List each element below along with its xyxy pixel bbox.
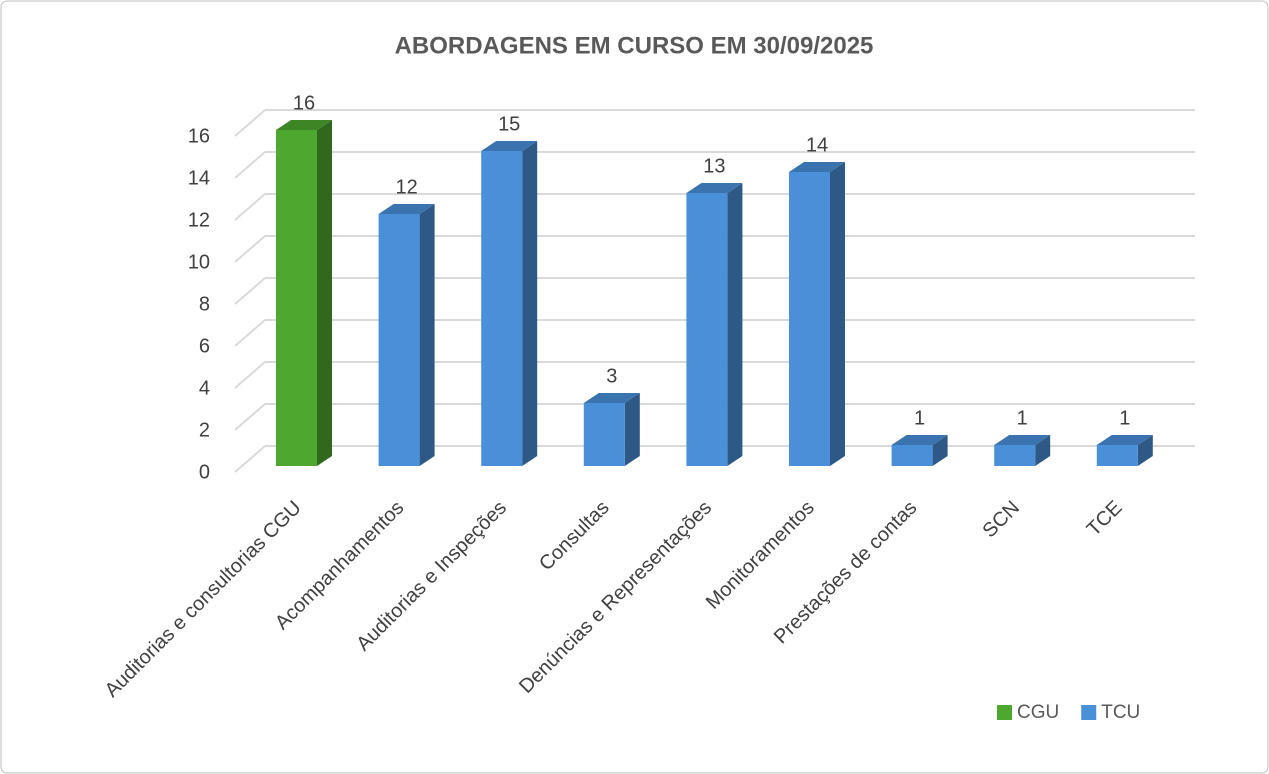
bar-side [1035, 435, 1051, 466]
bar [378, 214, 420, 466]
bar [1096, 445, 1138, 466]
bar-top [378, 204, 435, 214]
grid-line [234, 361, 266, 389]
y-tick-label: 0 [199, 461, 210, 483]
bar-top [789, 162, 845, 172]
y-tick-label: 16 [188, 125, 210, 147]
y-tick-label: 12 [188, 209, 210, 231]
bar-side [1137, 435, 1153, 466]
bar-top [994, 435, 1051, 445]
bar-top [891, 435, 948, 445]
data-label: 14 [806, 134, 828, 156]
bar [994, 445, 1036, 466]
bar-side [522, 141, 538, 466]
grid-line [234, 319, 266, 347]
bar-side [727, 183, 743, 466]
y-tick-label: 6 [199, 335, 210, 357]
data-label: 15 [498, 113, 520, 135]
grid-line [234, 445, 266, 473]
bar-side [830, 162, 845, 466]
grid-line [234, 277, 266, 305]
bar-top [276, 120, 332, 130]
bar [789, 172, 830, 466]
grid-line [234, 151, 266, 179]
legend-label: CGU [1017, 702, 1059, 723]
bar-top [686, 183, 743, 193]
y-tick-label: 10 [188, 251, 210, 273]
data-label: 12 [395, 176, 417, 198]
data-label: 3 [606, 365, 617, 387]
bar-top [1096, 435, 1153, 445]
data-label: 1 [1119, 407, 1130, 429]
data-label: 13 [703, 155, 725, 177]
bar [481, 151, 523, 466]
bar [583, 403, 625, 466]
grid-line [234, 235, 266, 263]
legend-label: TCU [1101, 702, 1140, 723]
grid-line [234, 193, 266, 221]
bar [686, 193, 728, 466]
bar-side [932, 435, 948, 466]
bar-side [419, 204, 435, 466]
chart-title: ABORDAGENS EM CURSO EM 30/09/2025 [395, 32, 874, 59]
bar-side [317, 120, 332, 466]
bar-side [624, 393, 640, 466]
grid-line [234, 109, 266, 137]
grid-line [234, 403, 266, 431]
bar [276, 130, 317, 466]
legend-swatch [1081, 705, 1097, 720]
y-tick-label: 14 [188, 167, 210, 189]
data-label: 16 [293, 92, 315, 114]
y-tick-label: 4 [199, 377, 210, 399]
legend-swatch [997, 705, 1012, 720]
data-label: 1 [914, 407, 925, 429]
data-label: 1 [1017, 407, 1028, 429]
bar-top [583, 393, 640, 403]
bar [891, 445, 933, 466]
bar-top [481, 141, 538, 151]
y-tick-label: 2 [199, 419, 210, 441]
y-tick-label: 8 [199, 293, 210, 315]
